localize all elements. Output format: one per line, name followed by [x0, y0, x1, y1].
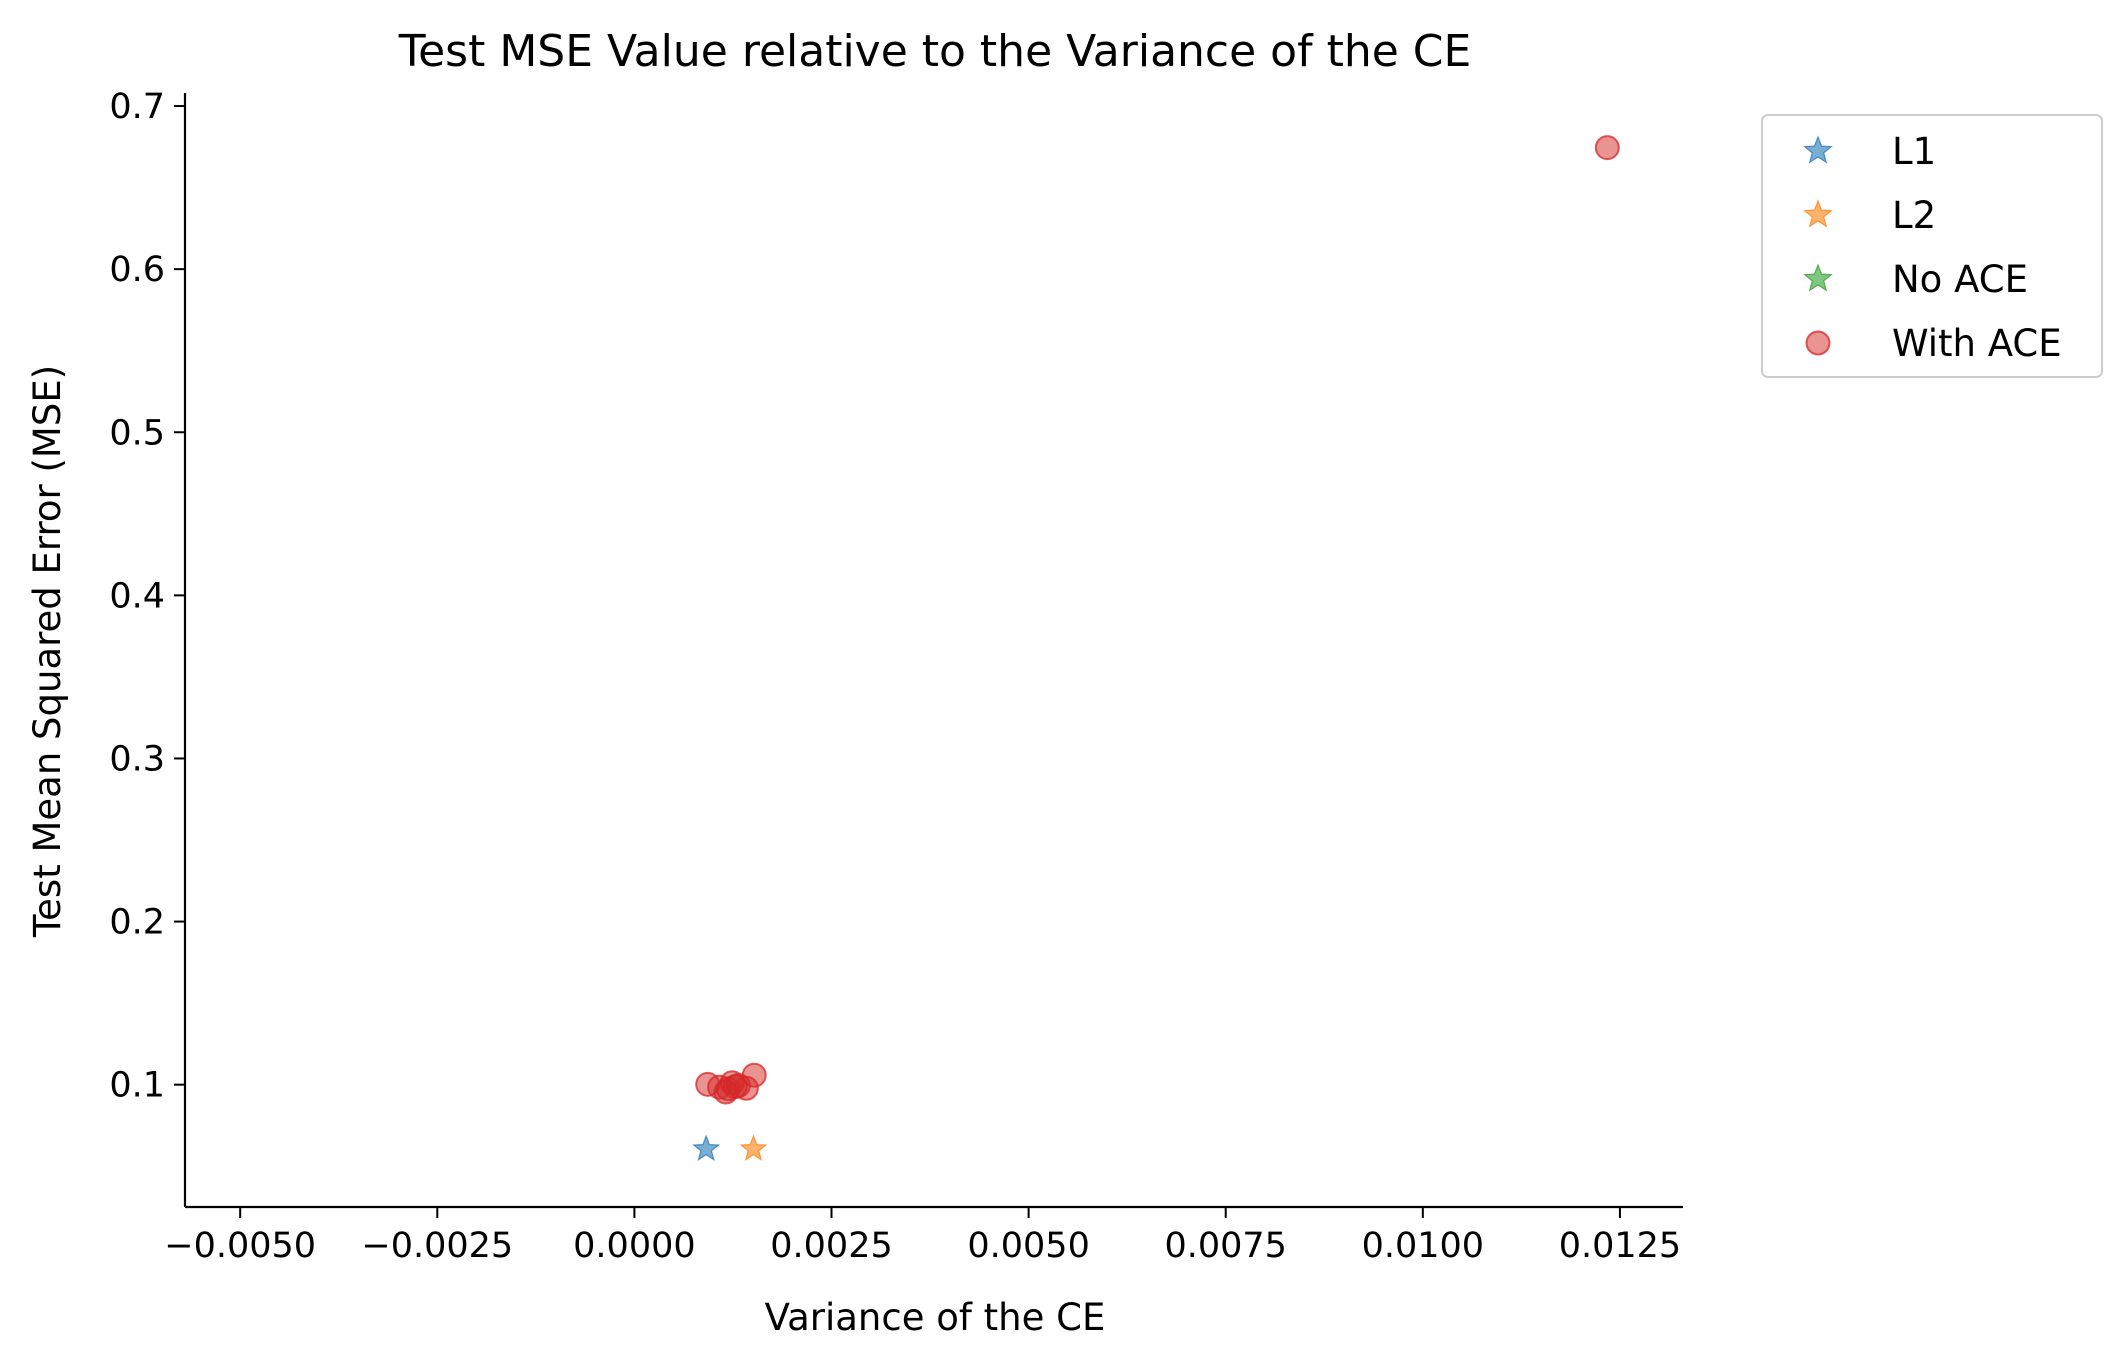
data-marks [692, 135, 1620, 1161]
y-tick-label: 0.4 [109, 576, 165, 616]
legend-label: No ACE [1892, 258, 2028, 301]
data-point-star [692, 1134, 721, 1161]
x-tick-label: −0.0025 [361, 1226, 513, 1266]
x-tick-label: 0.0025 [770, 1226, 892, 1266]
y-tick-label: 0.1 [109, 1066, 165, 1106]
x-tick-label: 0.0075 [1164, 1226, 1286, 1266]
y-axis-label: Test Mean Squared Error (MSE) [26, 365, 69, 938]
legend-marker-circle [1805, 330, 1831, 356]
chart-title: Test MSE Value relative to the Variance … [398, 26, 1472, 77]
legend-box [1761, 114, 2103, 378]
legend-label: With ACE [1892, 322, 2062, 365]
x-tick-label: 0.0000 [573, 1226, 695, 1266]
x-tick-label: 0.0125 [1559, 1226, 1681, 1266]
legend-label: L1 [1892, 130, 1936, 173]
axes: −0.0050 −0.0025 0.0000 0.0025 0.0050 0.0075 0.… [109, 87, 1683, 1266]
data-point-circle [1594, 135, 1620, 161]
y-tick-label: 0.6 [109, 250, 165, 290]
y-tick-label: 0.5 [109, 413, 165, 453]
y-tick-label: 0.2 [109, 903, 165, 943]
x-tick-label: −0.0050 [164, 1226, 316, 1266]
x-axis-label: Variance of the CE [765, 1296, 1106, 1339]
legend-marker-star [1803, 135, 1833, 164]
y-tick-label: 0.3 [109, 739, 165, 779]
x-tick-label: 0.0050 [967, 1226, 1089, 1266]
data-point-circle [741, 1062, 767, 1088]
legend-marker-star [1803, 199, 1833, 228]
data-point-star [739, 1134, 768, 1161]
legend-marker-star [1803, 263, 1833, 292]
x-tick-label: 0.0100 [1362, 1226, 1484, 1266]
y-tick-label: 0.7 [109, 87, 165, 127]
legend-label: L2 [1892, 194, 1936, 237]
legend: L1 L2 No ACE With ACE [1761, 114, 2103, 378]
